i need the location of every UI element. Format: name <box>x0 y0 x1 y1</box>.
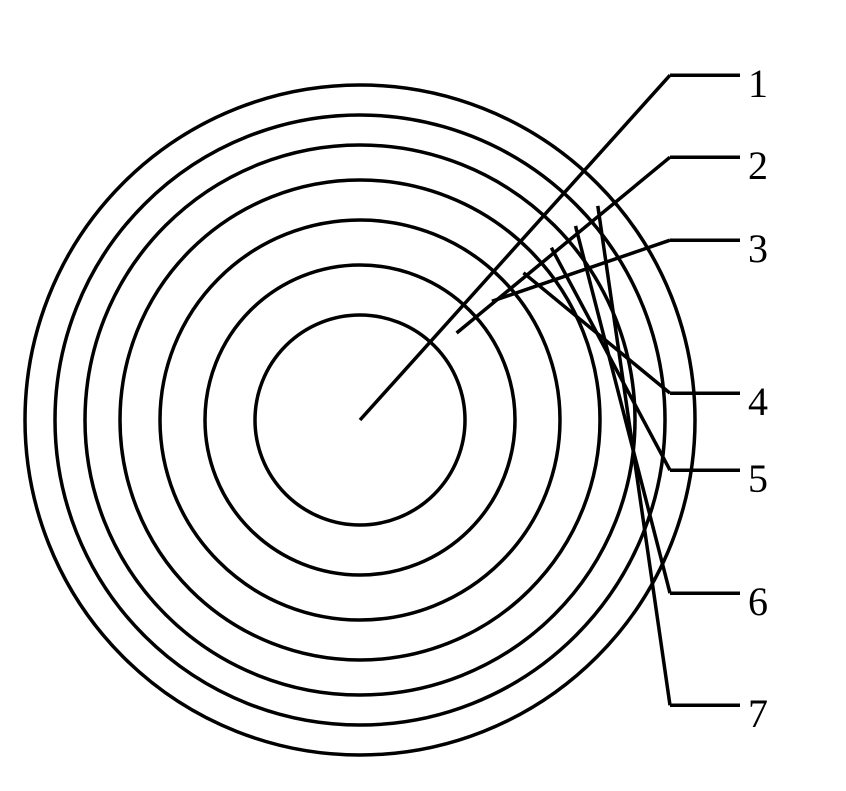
leader-line-6 <box>576 226 670 593</box>
ring-label-1: 1 <box>748 60 768 107</box>
leader-line-1 <box>360 75 670 420</box>
ring-label-6: 6 <box>748 578 768 625</box>
leader-line-7 <box>598 206 670 705</box>
ring-label-4: 4 <box>748 378 768 425</box>
ring-label-3: 3 <box>748 225 768 272</box>
ring-label-2: 2 <box>748 142 768 189</box>
ring-label-7: 7 <box>748 690 768 737</box>
ring-label-5: 5 <box>748 455 768 502</box>
diagram-svg <box>0 0 846 791</box>
